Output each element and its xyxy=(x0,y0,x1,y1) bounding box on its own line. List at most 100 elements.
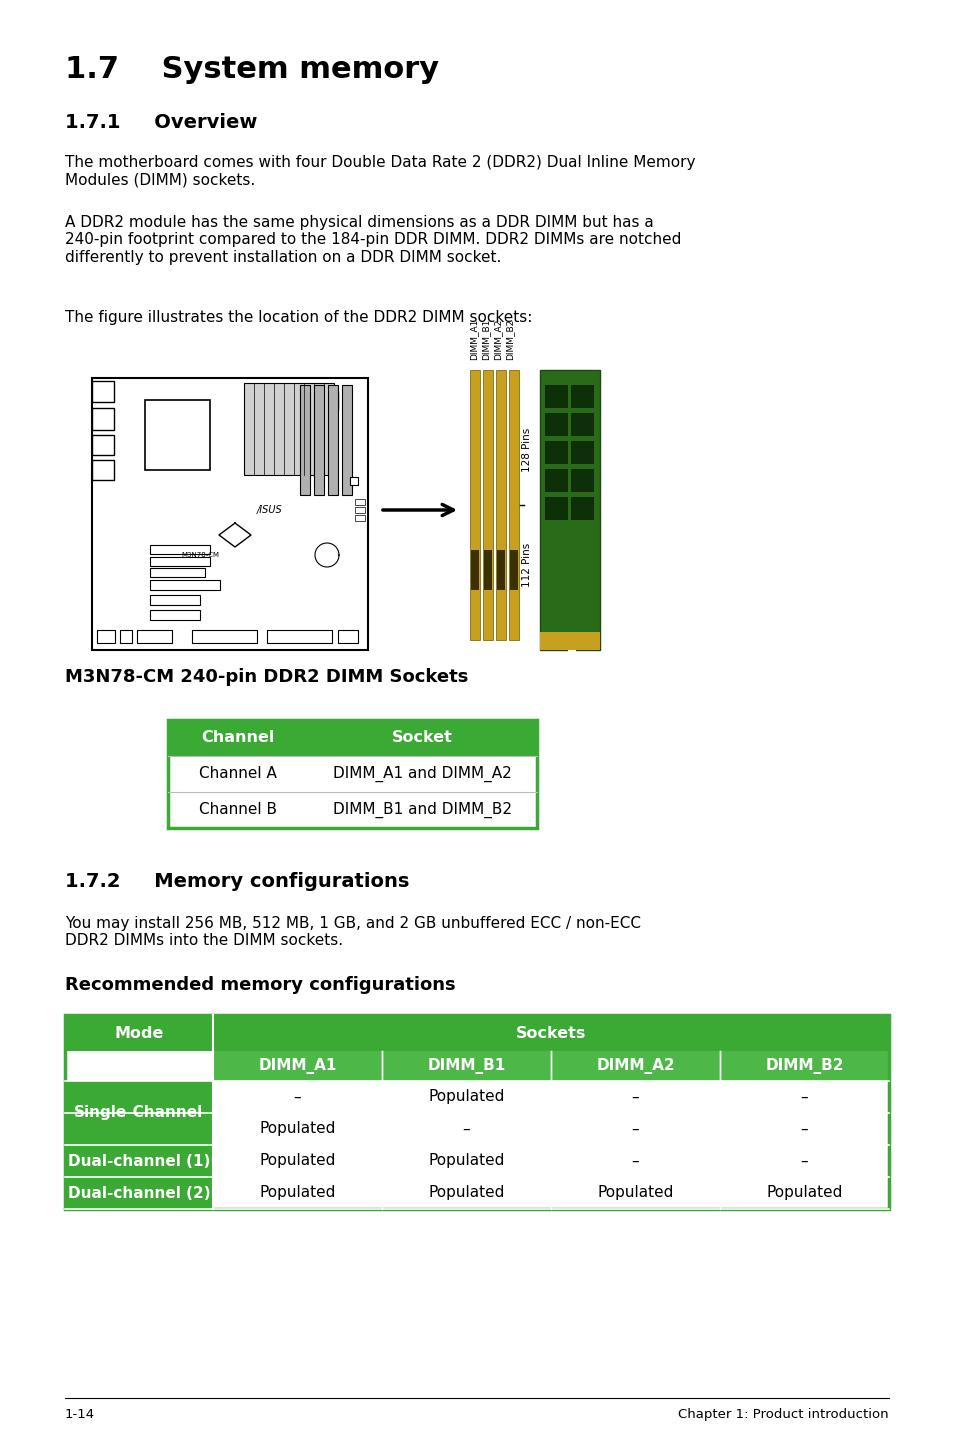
Text: 1.7    System memory: 1.7 System memory xyxy=(65,55,438,83)
Text: –: – xyxy=(631,1153,639,1169)
Bar xyxy=(91,408,113,430)
Text: DIMM_A2: DIMM_A2 xyxy=(596,1058,674,1074)
Bar xyxy=(355,508,365,513)
Bar xyxy=(337,630,357,643)
Bar xyxy=(150,545,210,554)
Bar xyxy=(341,385,352,495)
Text: M3N78-CM 240-pin DDR2 DIMM Sockets: M3N78-CM 240-pin DDR2 DIMM Sockets xyxy=(65,669,468,686)
Bar xyxy=(544,441,566,463)
Bar xyxy=(91,460,113,480)
Text: Populated: Populated xyxy=(597,1185,673,1201)
Bar xyxy=(91,378,368,650)
Bar xyxy=(137,630,172,643)
Bar xyxy=(65,1015,888,1209)
Bar xyxy=(355,515,365,521)
Text: Populated: Populated xyxy=(259,1122,335,1136)
Text: 1.7.1     Overview: 1.7.1 Overview xyxy=(65,114,257,132)
Bar xyxy=(571,441,593,463)
Bar xyxy=(150,568,205,577)
Text: A DDR2 module has the same physical dimensions as a DDR DIMM but has a
240-pin f: A DDR2 module has the same physical dime… xyxy=(65,216,680,265)
Text: Socket: Socket xyxy=(392,731,453,745)
Text: 1-14: 1-14 xyxy=(65,1408,95,1421)
Bar xyxy=(328,385,337,495)
Bar xyxy=(355,499,365,505)
Text: The figure illustrates the location of the DDR2 DIMM sockets:: The figure illustrates the location of t… xyxy=(65,311,532,325)
Text: Channel B: Channel B xyxy=(199,802,276,817)
Bar xyxy=(168,792,537,828)
Text: Recommended memory configurations: Recommended memory configurations xyxy=(65,976,456,994)
Text: –: – xyxy=(800,1153,807,1169)
Text: Channel: Channel xyxy=(201,731,274,745)
Bar xyxy=(168,720,537,756)
Bar xyxy=(65,1081,213,1145)
Bar xyxy=(168,756,537,792)
Text: DIMM_B1: DIMM_B1 xyxy=(427,1058,505,1074)
Bar xyxy=(91,381,113,403)
Text: M3N78-CM: M3N78-CM xyxy=(181,552,219,558)
Text: You may install 256 MB, 512 MB, 1 GB, and 2 GB unbuffered ECC / non-ECC
DDR2 DIM: You may install 256 MB, 512 MB, 1 GB, an… xyxy=(65,916,640,949)
Bar xyxy=(471,549,478,590)
Bar xyxy=(65,1145,213,1176)
Text: Populated: Populated xyxy=(428,1090,504,1104)
Bar xyxy=(571,498,593,519)
Text: Populated: Populated xyxy=(428,1185,504,1201)
Text: Populated: Populated xyxy=(428,1153,504,1169)
Bar xyxy=(544,498,566,519)
Bar xyxy=(145,400,210,470)
Bar xyxy=(213,1176,888,1209)
Bar xyxy=(213,1051,888,1081)
Bar xyxy=(571,413,593,436)
Bar xyxy=(571,469,593,490)
Text: –: – xyxy=(631,1090,639,1104)
Text: DIMM_A2: DIMM_A2 xyxy=(493,319,502,360)
Bar xyxy=(192,630,256,643)
Text: Dual-channel (2): Dual-channel (2) xyxy=(68,1185,210,1201)
Text: DIMM_B2: DIMM_B2 xyxy=(764,1058,842,1074)
Text: Dual-channel (1): Dual-channel (1) xyxy=(68,1153,210,1169)
Bar xyxy=(120,630,132,643)
Text: DIMM_A1: DIMM_A1 xyxy=(469,319,478,360)
Bar xyxy=(496,370,505,640)
Text: Populated: Populated xyxy=(259,1185,335,1201)
Text: 112 Pins: 112 Pins xyxy=(521,544,532,587)
Text: Chapter 1: Product introduction: Chapter 1: Product introduction xyxy=(678,1408,888,1421)
Bar xyxy=(539,370,599,650)
Text: Populated: Populated xyxy=(259,1153,335,1169)
Bar xyxy=(544,413,566,436)
Bar xyxy=(213,1113,888,1145)
Text: DIMM_B2: DIMM_B2 xyxy=(505,319,514,360)
Bar xyxy=(97,630,115,643)
Text: DIMM_B1 and DIMM_B2: DIMM_B1 and DIMM_B2 xyxy=(333,802,512,818)
Bar xyxy=(497,549,504,590)
Text: Sockets: Sockets xyxy=(516,1025,585,1041)
Bar xyxy=(65,1176,213,1209)
Text: /ISUS: /ISUS xyxy=(257,505,283,515)
Text: DIMM_A1: DIMM_A1 xyxy=(258,1058,336,1074)
Bar xyxy=(150,557,210,567)
Text: –: – xyxy=(631,1122,639,1136)
Text: Single-Channel: Single-Channel xyxy=(74,1106,203,1120)
Bar xyxy=(482,370,493,640)
Text: The motherboard comes with four Double Data Rate 2 (DDR2) Dual Inline Memory
Mod: The motherboard comes with four Double D… xyxy=(65,155,695,187)
Text: –: – xyxy=(294,1090,301,1104)
Text: DIMM_B1: DIMM_B1 xyxy=(481,319,490,360)
Bar xyxy=(213,1081,888,1113)
Bar xyxy=(168,720,537,828)
Bar xyxy=(244,383,334,475)
Text: –: – xyxy=(800,1090,807,1104)
Text: DIMM_A1 and DIMM_A2: DIMM_A1 and DIMM_A2 xyxy=(333,766,512,782)
Bar xyxy=(544,385,566,407)
Bar xyxy=(150,610,200,620)
Bar xyxy=(299,385,310,495)
Text: Mode: Mode xyxy=(114,1025,164,1041)
Bar xyxy=(213,1145,888,1176)
Bar xyxy=(483,549,492,590)
Bar xyxy=(65,1051,213,1081)
Text: 1.7.2     Memory configurations: 1.7.2 Memory configurations xyxy=(65,871,409,892)
Bar xyxy=(470,370,479,640)
Bar xyxy=(509,370,518,640)
Text: 128 Pins: 128 Pins xyxy=(521,429,532,472)
Bar xyxy=(510,549,517,590)
Bar xyxy=(544,469,566,490)
Bar xyxy=(65,1015,888,1051)
